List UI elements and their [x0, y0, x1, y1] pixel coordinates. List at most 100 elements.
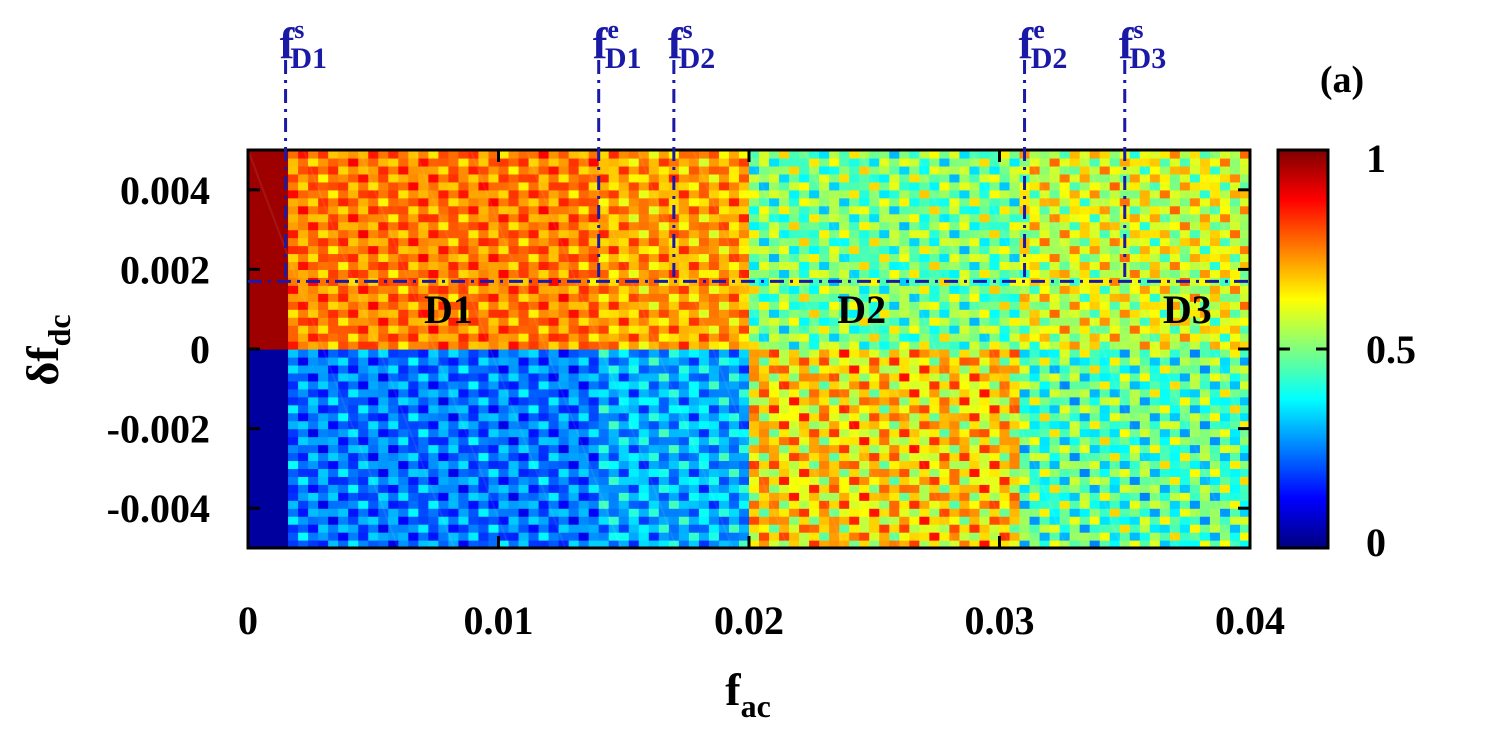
heatmap-cell — [969, 452, 981, 462]
heatmap-cell — [1139, 253, 1151, 263]
heatmap-cell — [298, 221, 309, 231]
heatmap-cell — [508, 532, 520, 541]
heatmap-cell — [839, 341, 850, 350]
heatmap-cell — [749, 412, 760, 422]
heatmap-cell — [859, 420, 870, 430]
heatmap-cell — [929, 293, 940, 302]
heatmap-cell — [789, 476, 800, 485]
heatmap-cell — [378, 301, 389, 310]
heatmap-cell — [1059, 468, 1071, 477]
heatmap-cell — [829, 364, 840, 374]
heatmap-cell — [408, 245, 419, 255]
heatmap-cell — [1239, 189, 1250, 199]
heatmap-cell — [588, 420, 600, 430]
heatmap-cell — [1229, 341, 1241, 350]
heatmap-cell — [989, 229, 1001, 239]
heatmap-cell — [248, 364, 259, 374]
heatmap-cell — [1009, 221, 1021, 231]
heatmap-cell — [1169, 325, 1181, 334]
heatmap-cell — [538, 205, 550, 215]
heatmap-cell — [989, 500, 1001, 509]
heatmap-cell — [518, 500, 530, 509]
heatmap-cell — [1149, 356, 1161, 366]
heatmap-cell — [338, 500, 349, 509]
heatmap-cell — [819, 317, 830, 326]
heatmap-cell — [578, 436, 590, 446]
heatmap-cell — [1149, 261, 1161, 270]
heatmap-cell — [1019, 516, 1031, 525]
heatmap-cell — [368, 317, 379, 326]
heatmap-cell — [548, 317, 560, 326]
heatmap-cell — [378, 245, 389, 255]
heatmap-cell — [268, 452, 279, 462]
heatmap-cell — [909, 349, 920, 358]
heatmap-cell — [668, 253, 680, 263]
heatmap-cell — [949, 356, 961, 366]
heatmap-cell — [658, 150, 670, 159]
heatmap-cell — [1219, 293, 1231, 302]
heatmap-cell — [989, 540, 1001, 548]
heatmap-cell — [678, 452, 690, 462]
heatmap-cell — [869, 341, 880, 350]
heatmap-cell — [448, 500, 460, 509]
heatmap-cell — [398, 492, 409, 501]
heatmap-cell — [348, 372, 359, 382]
heatmap-cell — [869, 165, 880, 175]
heatmap-cell — [398, 309, 409, 318]
heatmap-cell — [268, 404, 279, 414]
heatmap-cell — [608, 285, 620, 294]
heatmap-cell — [849, 460, 860, 469]
heatmap-cell — [1219, 165, 1231, 175]
heatmap-cell — [1179, 173, 1191, 183]
heatmap-cell — [468, 396, 480, 406]
heatmap-cell — [318, 317, 329, 326]
heatmap-cell — [1069, 317, 1081, 326]
heatmap-cell — [1209, 404, 1221, 414]
heatmap-cell — [789, 484, 800, 493]
heatmap-cell — [288, 460, 299, 469]
heatmap-cell — [678, 476, 690, 485]
heatmap-cell — [779, 420, 790, 430]
heatmap-cell — [1229, 444, 1241, 454]
heatmap-cell — [548, 428, 560, 438]
heatmap-cell — [1139, 436, 1151, 446]
heatmap-cell — [518, 349, 530, 358]
heatmap-cell — [488, 540, 500, 548]
heatmap-cell — [628, 516, 640, 525]
heatmap-cell — [1069, 412, 1081, 422]
heatmap-cell — [608, 245, 620, 255]
heatmap-cell — [308, 157, 319, 167]
heatmap-cell — [738, 540, 750, 548]
heatmap-cell — [989, 484, 1001, 493]
heatmap-cell — [1199, 436, 1211, 446]
heatmap-cell — [859, 388, 870, 398]
heatmap-cell — [869, 364, 880, 374]
heatmap-cell — [568, 165, 580, 175]
heatmap-cell — [518, 420, 530, 430]
heatmap-cell — [929, 341, 940, 350]
heatmap-cell — [698, 349, 710, 358]
heatmap-cell — [1009, 150, 1021, 159]
heatmap-cell — [428, 245, 439, 255]
heatmap-cell — [909, 364, 920, 374]
heatmap-cell — [979, 492, 991, 501]
heatmap-cell — [728, 500, 740, 509]
heatmap-cell — [678, 404, 690, 414]
heatmap-cell — [558, 197, 570, 207]
heatmap-cell — [438, 444, 449, 454]
heatmap-cell — [718, 189, 730, 199]
heatmap-cell — [448, 229, 460, 239]
heatmap-cell — [1179, 181, 1191, 191]
heatmap-cell — [899, 317, 910, 326]
heatmap-cell — [1129, 540, 1141, 548]
heatmap-cell — [338, 540, 349, 548]
heatmap-cell — [648, 237, 660, 247]
heatmap-cell — [1129, 309, 1141, 318]
heatmap-cell — [598, 428, 610, 438]
heatmap-cell — [1239, 213, 1250, 223]
heatmap-cell — [799, 396, 810, 406]
heatmap-cell — [1079, 173, 1091, 183]
heatmap-cell — [779, 197, 790, 207]
heatmap-cell — [1139, 396, 1151, 406]
heatmap-cell — [738, 301, 750, 310]
